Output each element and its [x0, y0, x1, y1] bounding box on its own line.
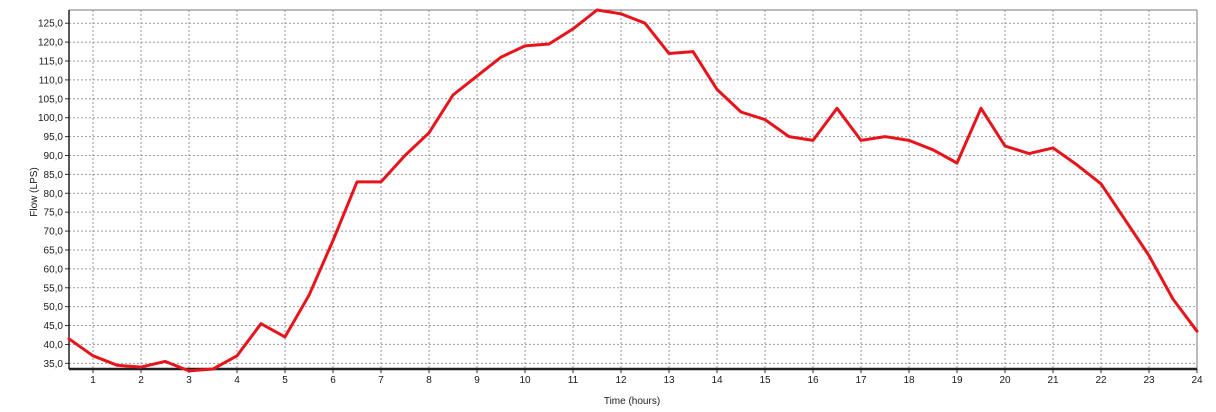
x-tick-label: 10	[519, 375, 531, 386]
x-tick-label: 14	[711, 375, 723, 386]
x-tick-label: 22	[1095, 375, 1107, 386]
y-tick-label: 120,0	[38, 38, 63, 49]
axes	[65, 9, 1198, 373]
y-tick-label: 35,0	[44, 359, 64, 370]
x-tick-label: 21	[1047, 375, 1059, 386]
x-tick-label: 8	[426, 375, 432, 386]
x-tick-label: 17	[855, 375, 867, 386]
y-tick-label: 45,0	[44, 321, 64, 332]
y-axis-label: Flow (LPS)	[29, 167, 40, 216]
x-tick-label: 7	[378, 375, 384, 386]
y-tick-label: 105,0	[38, 94, 63, 105]
x-tick-label: 3	[186, 375, 192, 386]
y-tick-label: 40,0	[44, 340, 64, 351]
y-tick-label: 85,0	[44, 170, 64, 181]
x-tick-label: 5	[282, 375, 288, 386]
x-tick-label: 12	[615, 375, 627, 386]
plot-background	[69, 10, 1197, 369]
y-tick-label: 100,0	[38, 113, 63, 124]
x-tick-label: 24	[1191, 375, 1203, 386]
x-axis-label: Time (hours)	[604, 396, 660, 407]
x-tick-label: 23	[1143, 375, 1155, 386]
y-tick-label: 110,0	[39, 75, 64, 86]
y-tick-label: 55,0	[44, 283, 64, 294]
x-tick-label: 16	[807, 375, 819, 386]
x-tick-label: 13	[663, 375, 675, 386]
y-tick-label: 90,0	[44, 151, 64, 162]
y-tick-label: 80,0	[44, 189, 64, 200]
y-tick-label: 95,0	[44, 132, 64, 143]
x-tick-label: 6	[330, 375, 336, 386]
y-tick-label: 115,0	[39, 57, 64, 68]
x-tick-label: 9	[474, 375, 480, 386]
flow-series-line	[67, 8, 1199, 373]
x-tick-label: 1	[90, 375, 96, 386]
y-tick-label: 60,0	[44, 264, 64, 275]
y-tick-label: 50,0	[44, 302, 64, 313]
tick-labels: 1 2 3 4 5 6 7 8 9 10 11 12 13 14 15 16 17 18 19 20 21 22 23 243…	[38, 19, 1203, 386]
grid	[69, 10, 1197, 369]
x-tick-label: 2	[138, 375, 144, 386]
y-tick-label: 65,0	[44, 245, 64, 256]
x-tick-label: 4	[234, 375, 240, 386]
x-tick-label: 11	[568, 375, 579, 386]
y-tick-label: 70,0	[44, 227, 64, 238]
x-tick-label: 18	[903, 375, 915, 386]
y-tick-label: 75,0	[44, 208, 64, 219]
x-tick-label: 15	[759, 375, 771, 386]
y-tick-label: 125,0	[38, 19, 63, 30]
series-layer	[67, 8, 1199, 373]
x-tick-label: 19	[951, 375, 963, 386]
x-tick-label: 20	[999, 375, 1011, 386]
